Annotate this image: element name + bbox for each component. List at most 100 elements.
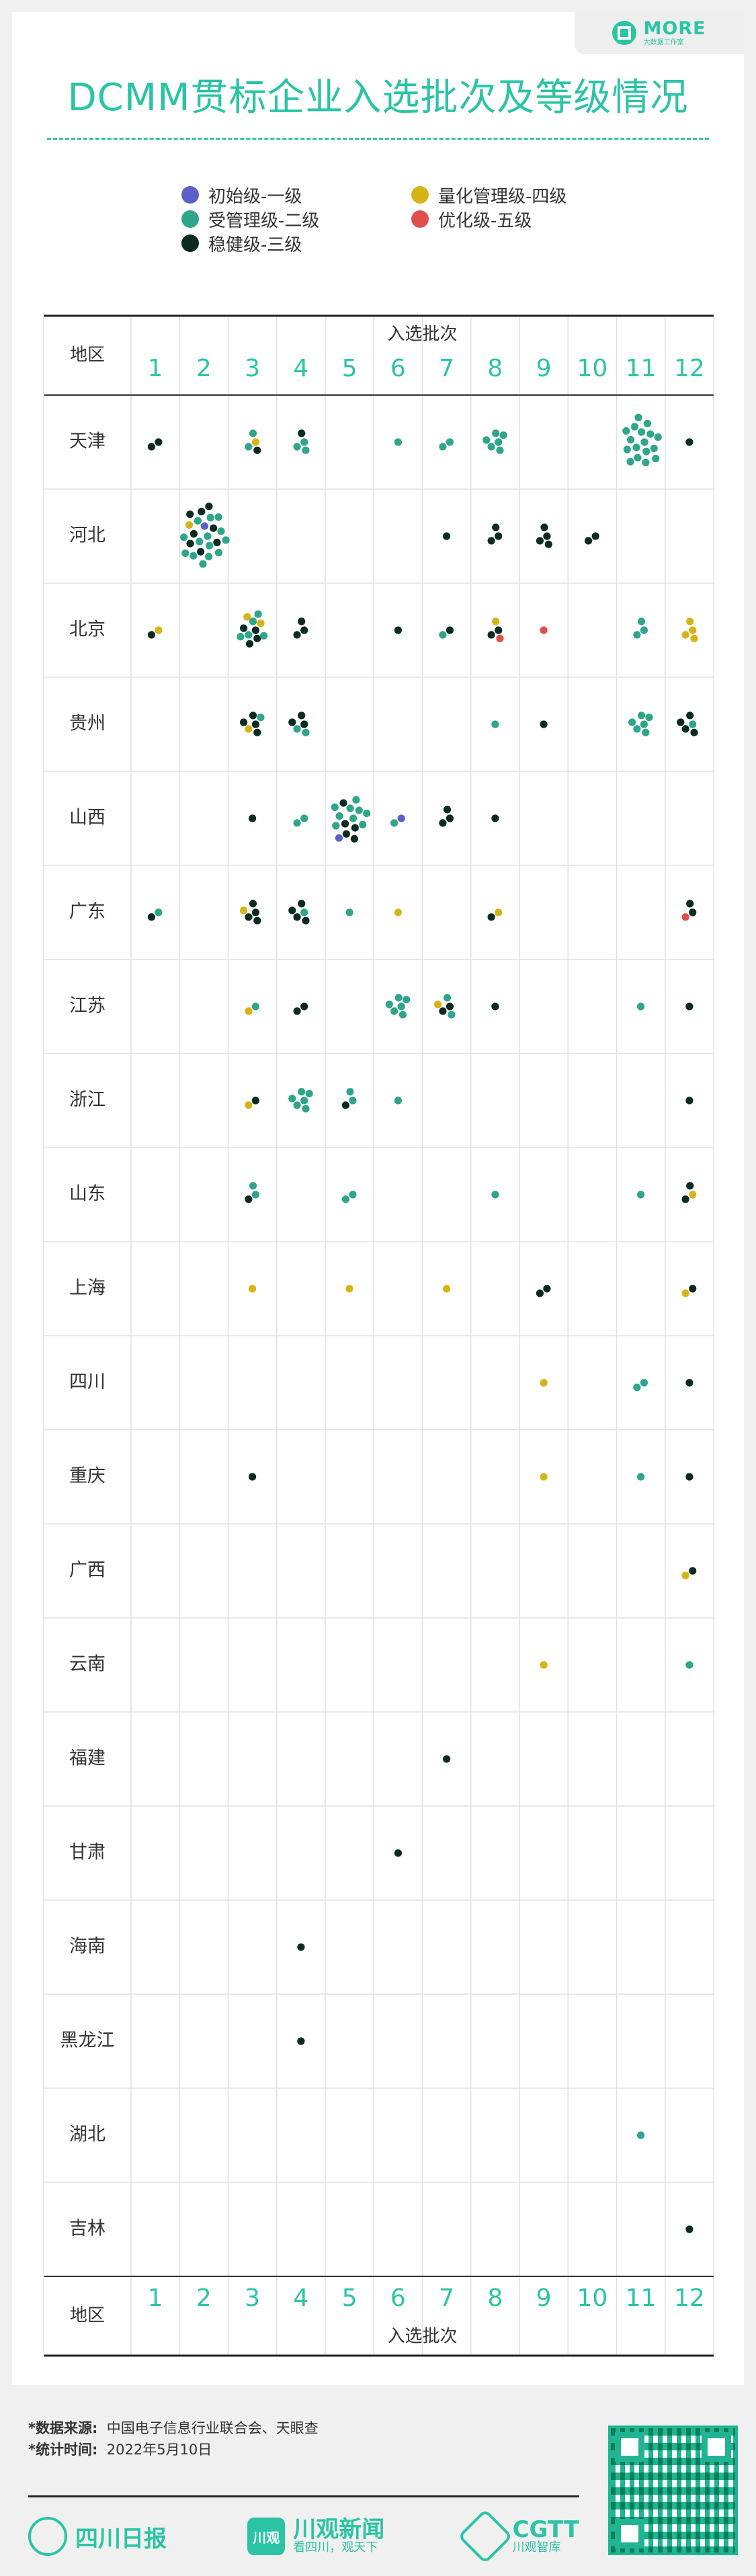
enterprise-dot-l3 <box>443 806 452 814</box>
region-label: 天津 <box>69 431 106 452</box>
enterprise-dot-l3 <box>298 429 306 437</box>
region-label: 贵州 <box>69 714 106 734</box>
region-label: 吉林 <box>69 2219 106 2239</box>
enterprise-dot-l3 <box>293 913 301 921</box>
enterprise-dot-l3 <box>240 718 248 726</box>
enterprise-dot-l2 <box>300 1097 308 1105</box>
enterprise-dot-l3 <box>249 814 257 822</box>
chuanguan-app-icon: 川观 <box>247 2518 286 2555</box>
enterprise-dot-l3 <box>543 1285 551 1293</box>
enterprise-dot-l2 <box>443 994 452 1002</box>
enterprise-dot-l3 <box>439 819 447 827</box>
enterprise-dot-l3 <box>339 799 347 807</box>
batch-tick-label: 4 <box>293 2284 308 2312</box>
enterprise-dot-l2 <box>249 1182 257 1190</box>
enterprise-dot-l2 <box>642 447 650 456</box>
enterprise-dot-l3 <box>685 1379 694 1387</box>
enterprise-dot-l2 <box>637 1002 645 1011</box>
enterprise-dot-l3 <box>186 510 194 519</box>
enterprise-dot-l1 <box>335 834 343 842</box>
qr-finder-icon <box>615 2432 644 2462</box>
batch-tick-label: 1 <box>148 355 163 382</box>
enterprise-dot-l2 <box>622 427 630 435</box>
batch-tick-label: 11 <box>626 2284 657 2312</box>
enterprise-dot-l3 <box>249 1473 257 1481</box>
enterprise-dot-l3 <box>439 1007 447 1015</box>
enterprise-dot-l4 <box>690 634 698 642</box>
enterprise-dot-l2 <box>341 1195 349 1203</box>
enterprise-dot-l3 <box>585 537 593 545</box>
enterprise-dot-l3 <box>446 1002 454 1011</box>
enterprise-dot-l2 <box>359 820 367 828</box>
sichuan-daily-emblem-icon <box>28 2517 67 2556</box>
enterprise-dot-l3 <box>197 548 205 556</box>
enterprise-dot-l3 <box>689 1567 697 1575</box>
enterprise-dot-l2 <box>196 538 204 546</box>
enterprise-dot-l3 <box>492 523 500 531</box>
enterprise-dot-l2 <box>634 454 642 462</box>
batch-tick-label: 12 <box>674 2284 705 2312</box>
content-card <box>12 12 744 2385</box>
legend-dot-l5 <box>411 210 429 228</box>
footer-divider <box>28 2495 579 2497</box>
brand-name-2: 川观新闻 <box>293 2516 385 2543</box>
batch-tick-label: 6 <box>390 2284 406 2312</box>
enterprise-dot-l4 <box>540 1379 548 1387</box>
batch-tick-label: 10 <box>577 355 607 382</box>
region-label: 北京 <box>69 619 106 640</box>
batch-tick-label: 6 <box>390 355 406 382</box>
enterprise-dot-l3 <box>487 537 495 545</box>
enterprise-dot-l2 <box>637 2131 645 2139</box>
legend-dot-l1 <box>181 186 199 204</box>
qr-code[interactable] <box>608 2425 738 2555</box>
column-header-label: 入选批次 <box>387 2327 457 2347</box>
studio-logo: MORE 大数据工作室 <box>575 12 744 54</box>
enterprise-dot-l2 <box>288 1094 296 1103</box>
enterprise-dot-l2 <box>645 714 653 722</box>
enterprise-dot-l3 <box>249 900 257 908</box>
enterprise-dot-l3 <box>681 1195 689 1203</box>
enterprise-dot-l5 <box>681 913 689 921</box>
enterprise-dot-l2 <box>332 822 340 830</box>
enterprise-dot-l3 <box>686 900 694 908</box>
enterprise-dot-l3 <box>297 2037 305 2045</box>
batch-tick-label: 8 <box>487 2284 503 2312</box>
enterprise-dot-l3 <box>689 1285 697 1293</box>
enterprise-dot-l2 <box>394 994 403 1002</box>
enterprise-dot-l2 <box>293 1101 301 1109</box>
enterprise-dot-l3 <box>297 1943 305 1951</box>
enterprise-dot-l3 <box>689 908 697 916</box>
enterprise-dot-l1 <box>397 814 405 822</box>
enterprise-dot-l2 <box>634 413 642 422</box>
legend-label-l1: 初始级-一级 <box>208 186 302 207</box>
enterprise-dot-l2 <box>363 810 371 818</box>
enterprise-dot-l2 <box>206 542 214 550</box>
enterprise-dot-l4 <box>155 626 163 634</box>
enterprise-dot-l2 <box>245 443 253 451</box>
enterprise-dot-l3 <box>147 631 155 639</box>
page-title: DCMM贯标企业入选批次及等级情况 <box>67 76 689 120</box>
enterprise-dot-l3 <box>685 438 694 446</box>
enterprise-dot-l3 <box>300 720 308 728</box>
region-label: 山西 <box>69 808 106 828</box>
enterprise-dot-l4 <box>689 626 697 634</box>
legend-dot-l2 <box>181 210 199 228</box>
enterprise-dot-l2 <box>217 527 225 535</box>
legend-item-l1: 初始级-一级 <box>181 183 319 207</box>
more-logo-icon <box>612 21 637 45</box>
enterprise-dot-l5 <box>540 626 548 634</box>
enterprise-dot-l4 <box>394 908 403 916</box>
column-header-label: 入选批次 <box>387 325 457 345</box>
enterprise-dot-l2 <box>249 429 257 437</box>
enterprise-dot-l3 <box>351 824 359 832</box>
enterprise-dot-l2 <box>345 908 353 916</box>
enterprise-dot-l2 <box>628 718 636 726</box>
enterprise-dot-l4 <box>492 617 500 626</box>
legend-label-l2: 受管理级-二级 <box>208 210 320 231</box>
partner-logos: 四川日报 川观 川观新闻 看四川，观天下 CGTT 川观智库 <box>28 2508 579 2565</box>
enterprise-dot-l3 <box>298 712 306 720</box>
enterprise-dot-l2 <box>293 725 301 733</box>
enterprise-dot-l4 <box>686 617 694 626</box>
legend-dot-l4 <box>411 186 429 204</box>
